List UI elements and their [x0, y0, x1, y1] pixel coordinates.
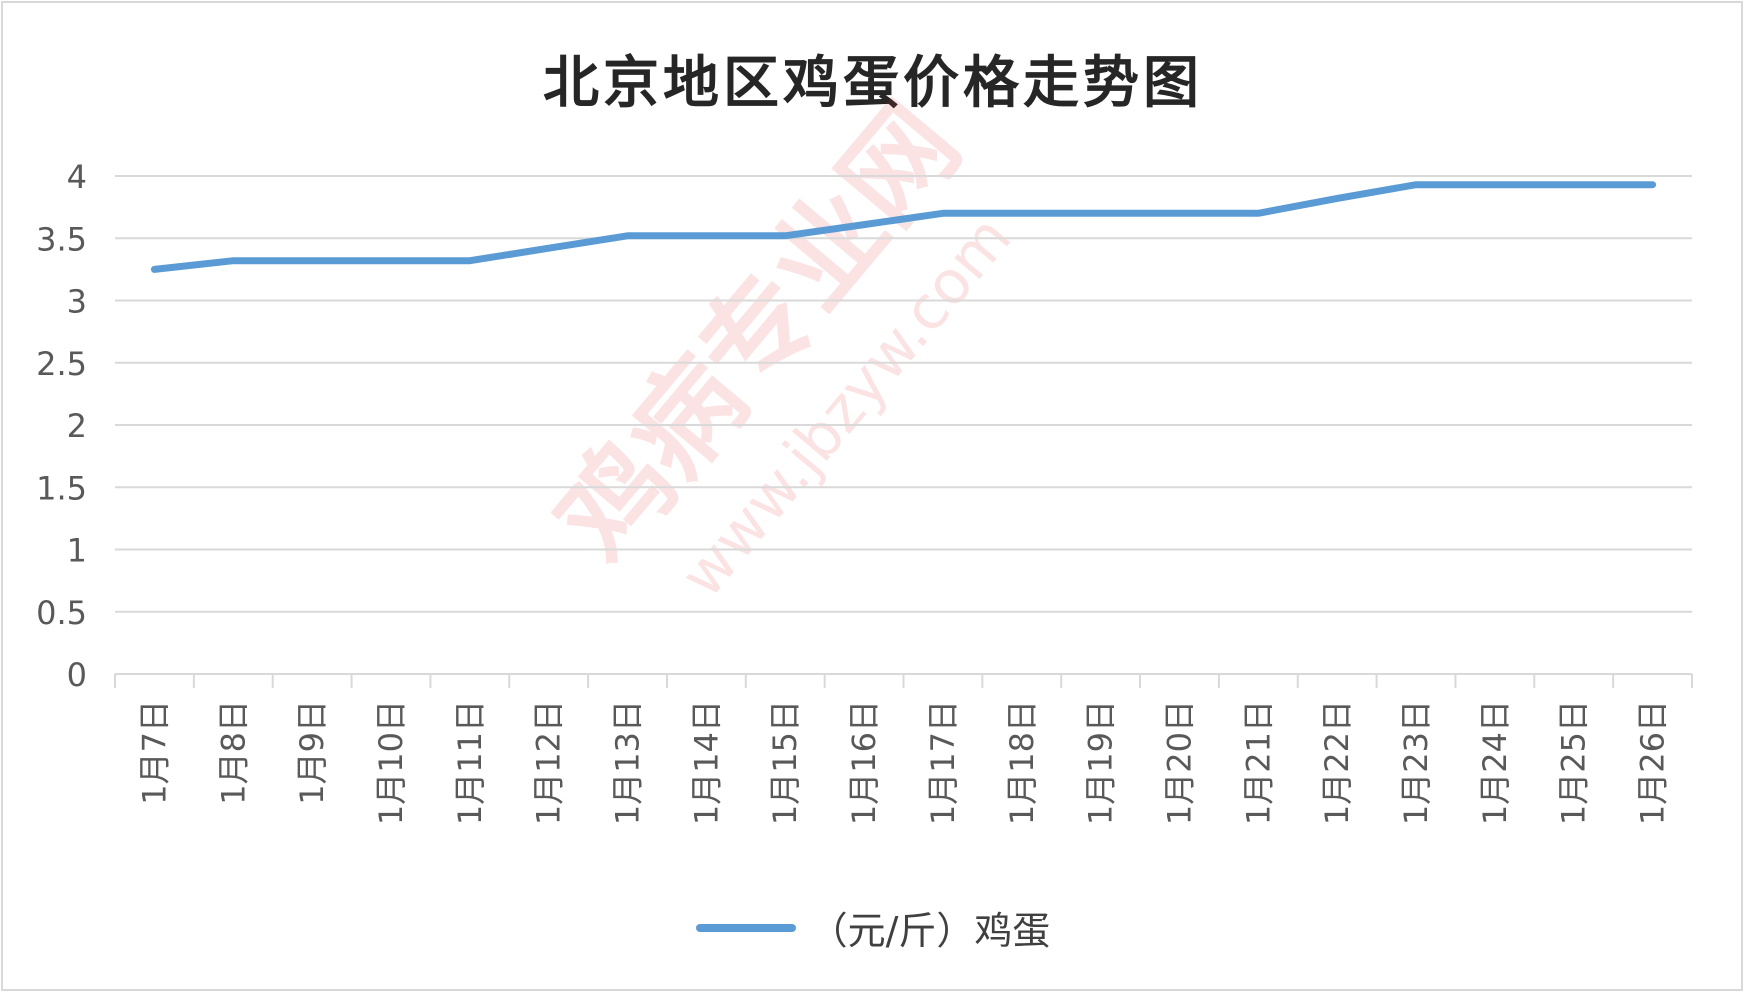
y-tick-label: 0 — [67, 656, 87, 694]
y-tick-label: 1 — [67, 532, 87, 570]
x-tick-label: 1月12日 — [530, 700, 568, 825]
x-tick-label: 1月26日 — [1634, 700, 1672, 825]
x-tick-label: 1月7日 — [135, 700, 173, 805]
legend: （元/斤）鸡蛋 — [0, 900, 1746, 955]
x-tick-label: 1月25日 — [1555, 700, 1593, 825]
y-tick-label: 3.5 — [36, 220, 87, 258]
x-tick-label: 1月11日 — [451, 700, 489, 825]
y-tick-label: 0.5 — [36, 594, 87, 632]
legend-label: （元/斤）鸡蛋 — [809, 909, 1051, 953]
series-line — [150, 181, 1657, 273]
y-tick-label: 1.5 — [36, 469, 87, 507]
y-tick-label: 2.5 — [36, 345, 87, 383]
chart-title: 北京地区鸡蛋价格走势图 — [543, 51, 1203, 116]
y-tick-label: 2 — [67, 407, 87, 445]
legend-swatch — [695, 923, 796, 932]
x-tick-label: 1月20日 — [1160, 700, 1198, 825]
x-tick-label: 1月13日 — [609, 700, 647, 825]
x-tick-label: 1月16日 — [845, 700, 883, 825]
y-tick-label: 3 — [67, 283, 87, 321]
x-tick-label: 1月15日 — [766, 700, 804, 825]
x-tick-label: 1月14日 — [687, 700, 725, 825]
x-tick-label: 1月10日 — [372, 700, 410, 825]
x-tick-label: 1月9日 — [293, 700, 331, 805]
x-tick-label: 1月24日 — [1476, 700, 1514, 825]
x-tick-label: 1月21日 — [1239, 700, 1277, 825]
x-tick-label: 1月23日 — [1397, 700, 1435, 825]
x-tick-label: 1月19日 — [1082, 700, 1120, 825]
x-tick-label: 1月17日 — [924, 700, 962, 825]
x-tick-label: 1月8日 — [214, 700, 252, 805]
x-tick-label: 1月22日 — [1318, 700, 1356, 825]
x-tick-label: 1月18日 — [1003, 700, 1041, 825]
y-tick-label: 4 — [67, 158, 87, 196]
